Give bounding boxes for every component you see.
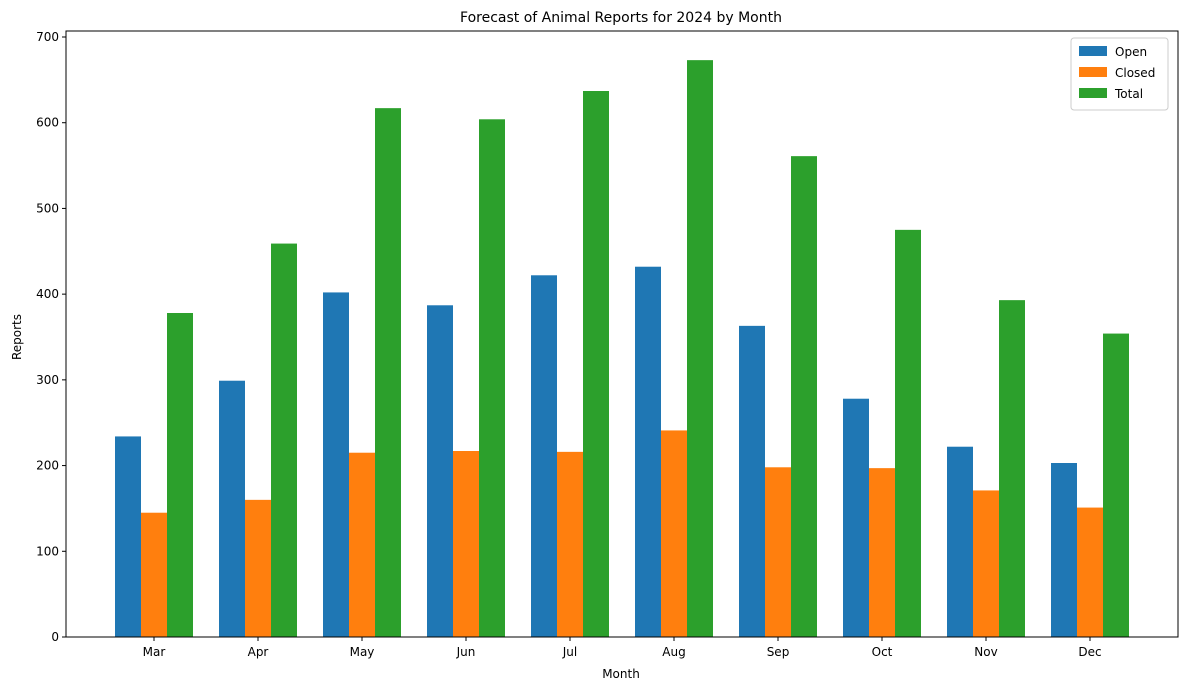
x-tick-label: Mar <box>143 645 166 659</box>
bar-total-oct <box>895 229 921 637</box>
bar-total-dec <box>1103 333 1129 637</box>
y-tick-label: 300 <box>36 373 59 387</box>
plot-area: 0 100 200 300 400 500 600 700 Mar Apr May Jun Jul Aug… <box>36 30 1179 659</box>
bar-open-dec <box>1051 463 1077 637</box>
bar-closed-mar <box>141 512 167 637</box>
bar-total-apr <box>271 243 297 638</box>
legend-label-total: Total <box>1114 87 1143 101</box>
y-axis-label: Reports <box>10 314 24 360</box>
bar-open-oct <box>843 398 869 637</box>
legend: Open Closed Total <box>1070 37 1169 111</box>
x-tick-label: Nov <box>974 645 997 659</box>
y-tick-label: 200 <box>36 459 59 473</box>
bar-open-jul <box>531 275 557 637</box>
y-tick-label: 600 <box>36 116 59 130</box>
bar-open-mar <box>115 436 141 637</box>
legend-label-closed: Closed <box>1115 66 1155 80</box>
bar-open-aug <box>635 266 661 637</box>
x-tick-label: Jul <box>562 645 577 659</box>
legend-swatch-total <box>1079 88 1107 98</box>
bar-open-may <box>323 292 349 637</box>
bar-total-jun <box>479 119 505 638</box>
y-tick-label: 400 <box>36 287 59 301</box>
x-tick-label: Jun <box>456 645 476 659</box>
bar-open-jun <box>427 305 453 637</box>
bar-total-sep <box>791 156 817 637</box>
bar-closed-nov <box>973 490 999 637</box>
x-tick-label: Aug <box>662 645 685 659</box>
bar-total-nov <box>999 300 1025 637</box>
bar-open-sep <box>739 325 765 637</box>
bar-total-may <box>375 108 401 637</box>
bar-closed-jun <box>453 451 479 637</box>
x-axis-label: Month <box>602 667 640 681</box>
bar-open-apr <box>219 380 245 637</box>
legend-label-open: Open <box>1115 45 1147 59</box>
y-tick-label: 700 <box>36 30 59 44</box>
bar-total-jul <box>583 91 609 637</box>
y-tick-label: 0 <box>51 630 59 644</box>
bar-total-mar <box>167 313 193 637</box>
x-tick-label: Sep <box>767 645 790 659</box>
y-tick-label: 500 <box>36 201 59 215</box>
bar-total-aug <box>687 60 713 637</box>
bar-closed-aug <box>661 430 687 637</box>
x-tick-label: Dec <box>1078 645 1101 659</box>
chart-title: Forecast of Animal Reports for 2024 by M… <box>460 10 782 26</box>
legend-swatch-closed <box>1079 67 1107 77</box>
bar-closed-sep <box>765 467 791 637</box>
y-tick-label: 100 <box>36 544 59 558</box>
axes-frame <box>65 30 1179 638</box>
bar-closed-may <box>349 452 375 637</box>
bar-closed-jul <box>557 451 583 637</box>
bar-closed-apr <box>245 499 271 637</box>
bar-closed-dec <box>1077 507 1103 637</box>
x-tick-label: Oct <box>872 645 893 659</box>
bar-closed-oct <box>869 468 895 637</box>
x-tick-label: May <box>350 645 375 659</box>
legend-swatch-open <box>1079 46 1107 56</box>
bar-open-nov <box>947 446 973 637</box>
x-tick-label: Apr <box>248 645 269 659</box>
